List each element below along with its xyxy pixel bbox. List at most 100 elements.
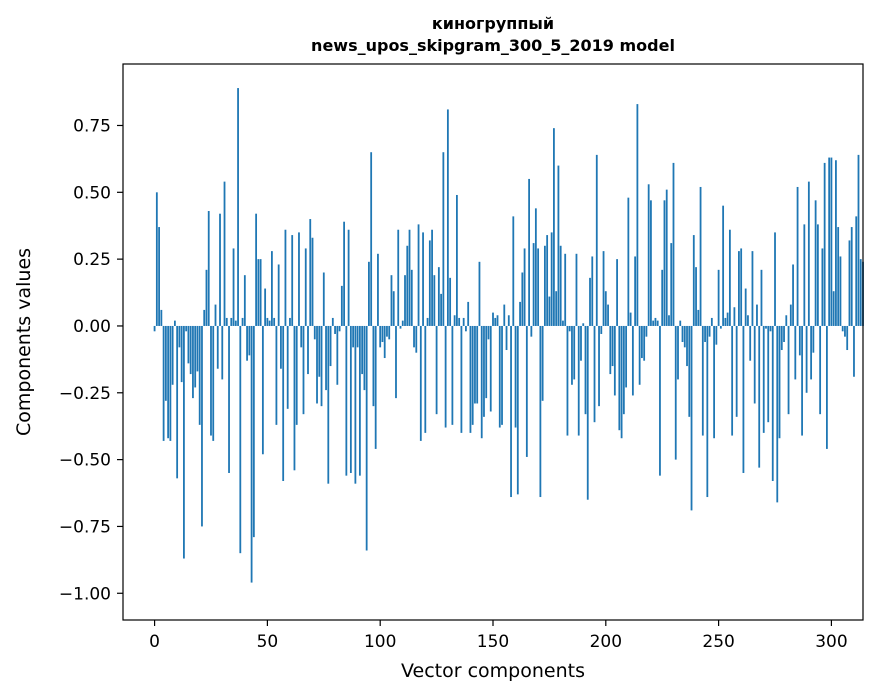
bar-14: [185, 325, 188, 332]
y-tick-label: 0.75: [73, 116, 111, 136]
bar-73: [318, 325, 321, 377]
bar-120: [424, 325, 427, 433]
bar-15: [187, 325, 190, 364]
bar-162: [519, 301, 521, 326]
bar-84: [343, 221, 345, 326]
bar-307: [846, 325, 849, 351]
bar-88: [352, 325, 355, 348]
bar-296: [821, 248, 824, 326]
bar-47: [259, 259, 262, 326]
bar-145: [480, 325, 483, 439]
bar-181: [562, 320, 564, 326]
bar-45: [255, 213, 258, 326]
bar-24: [207, 211, 210, 326]
bar-77: [327, 325, 330, 484]
bar-4: [162, 325, 165, 441]
bar-94: [365, 325, 368, 551]
bar-91: [358, 325, 361, 476]
bar-158: [510, 325, 512, 498]
bar-127: [440, 293, 443, 326]
bar-212: [631, 325, 634, 396]
bar-17: [192, 325, 194, 399]
bar-203: [611, 325, 614, 367]
bar-76: [325, 325, 327, 391]
bar-144: [478, 261, 481, 326]
bar-81: [336, 325, 339, 385]
bar-26: [212, 325, 215, 441]
bar-189: [580, 325, 582, 361]
bar-188: [577, 325, 580, 436]
bar-274: [771, 325, 774, 481]
bar-308: [848, 240, 851, 326]
bar-7: [169, 325, 172, 441]
bar-270: [762, 325, 765, 433]
bar-40: [243, 275, 246, 326]
bar-136: [460, 325, 463, 433]
bar-98: [374, 325, 377, 449]
bar-79: [331, 317, 334, 326]
bar-245: [706, 325, 709, 498]
bar-149: [489, 325, 492, 412]
bar-250: [717, 269, 720, 326]
bar-164: [523, 248, 526, 326]
bar-216: [641, 325, 643, 359]
bar-213: [634, 256, 637, 326]
x-axis-ticks: 0 50 100 150 200 250 300: [149, 620, 848, 652]
y-tick-label: −0.75: [59, 517, 111, 537]
bar-34: [230, 317, 233, 326]
bar-43: [250, 325, 253, 583]
bar-108: [397, 229, 400, 326]
bar-298: [826, 325, 828, 449]
bar-306: [844, 325, 846, 337]
bar-93: [363, 325, 366, 391]
bar-208: [622, 325, 625, 415]
bar-244: [704, 325, 706, 342]
bar-265: [751, 251, 754, 326]
bar-154: [501, 325, 503, 425]
bar-285: [796, 186, 799, 326]
bar-267: [756, 304, 758, 326]
bar-71: [313, 325, 316, 340]
bar-195: [593, 325, 596, 423]
bar-292: [812, 325, 815, 353]
bar-99: [377, 253, 379, 326]
bar-69: [309, 219, 312, 326]
bar-53: [273, 317, 276, 326]
bar-31: [223, 181, 226, 326]
bar-113: [408, 229, 411, 326]
bar-22: [203, 309, 206, 326]
bar-234: [681, 325, 684, 342]
bar-259: [738, 251, 740, 326]
bar-192: [586, 325, 589, 500]
bar-262: [744, 288, 747, 326]
bar-57: [282, 325, 285, 481]
bar-246: [708, 325, 711, 337]
bar-309: [850, 227, 853, 326]
bar-18: [194, 325, 197, 388]
bar-163: [521, 272, 524, 326]
bar-232: [677, 325, 679, 380]
bar-261: [742, 325, 745, 473]
bar-180: [559, 245, 562, 326]
bar-236: [686, 325, 688, 367]
bar-119: [422, 232, 424, 326]
bar-124: [433, 275, 436, 326]
bar-118: [419, 325, 422, 441]
bar-132: [451, 325, 454, 425]
bar-51: [268, 320, 271, 326]
bar-228: [668, 315, 670, 326]
bar-72: [316, 325, 318, 404]
bar-218: [645, 325, 648, 337]
bar-147: [485, 325, 488, 399]
bar-95: [368, 261, 370, 326]
bar-49: [264, 288, 267, 326]
bar-211: [629, 312, 632, 326]
bar-106: [392, 291, 395, 326]
bar-273: [769, 325, 772, 332]
y-tick-label: −0.25: [59, 384, 111, 404]
bar-115: [413, 325, 415, 348]
bar-305: [841, 325, 844, 332]
bar-272: [767, 325, 770, 423]
bar-131: [449, 277, 452, 326]
bar-253: [724, 317, 727, 326]
